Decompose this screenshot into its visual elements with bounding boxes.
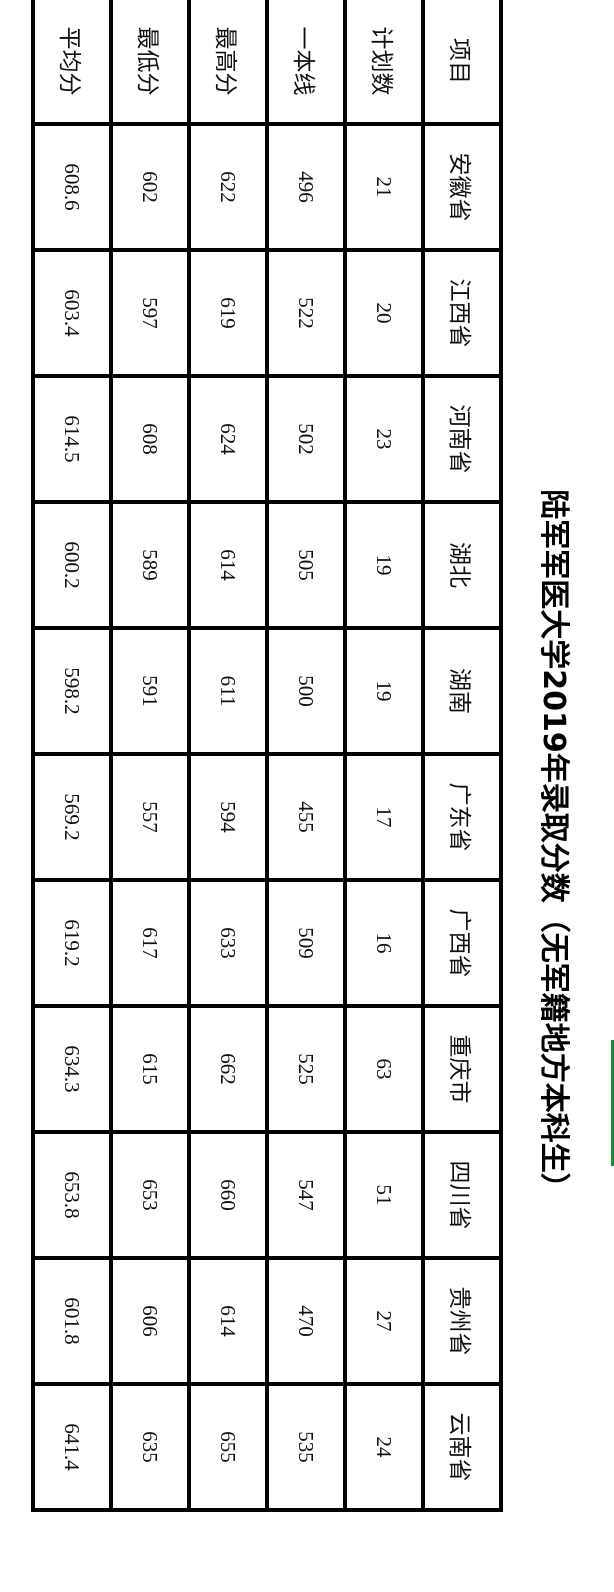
data-cell[interactable]: 614: [189, 1258, 267, 1384]
data-cell[interactable]: 608: [111, 376, 189, 502]
data-cell[interactable]: 27: [345, 1258, 423, 1384]
row-label-cell[interactable]: 平均分: [33, 0, 111, 124]
data-cell[interactable]: 522: [267, 250, 345, 376]
data-cell[interactable]: 24: [345, 1384, 423, 1510]
header-cell[interactable]: 项目: [423, 0, 501, 124]
data-cell[interactable]: 602: [111, 124, 189, 250]
header-row: 项目 安徽省 江西省 河南省 湖北 湖南 广东省 广西省 重庆市 四川省 贵州省 云南省: [423, 0, 501, 1510]
data-cell[interactable]: 653.8: [33, 1132, 111, 1258]
province-header-cell[interactable]: 安徽省: [423, 124, 501, 250]
data-cell[interactable]: 608.6: [33, 124, 111, 250]
table-row: 计划数 21 20 23 19 19 17 16 63 51 27 24: [345, 0, 423, 1510]
data-cell[interactable]: 619: [189, 250, 267, 376]
data-cell[interactable]: 606: [111, 1258, 189, 1384]
data-cell[interactable]: 594: [189, 754, 267, 880]
data-cell[interactable]: 505: [267, 502, 345, 628]
province-header-cell[interactable]: 广东省: [423, 754, 501, 880]
data-cell[interactable]: 502: [267, 376, 345, 502]
province-header-cell[interactable]: 河南省: [423, 376, 501, 502]
data-cell[interactable]: 19: [345, 502, 423, 628]
data-cell[interactable]: 611: [189, 628, 267, 754]
data-cell[interactable]: 655: [189, 1384, 267, 1510]
data-cell[interactable]: 614: [189, 502, 267, 628]
row-label-cell[interactable]: 最低分: [111, 0, 189, 124]
admission-scores-table: 项目 安徽省 江西省 河南省 湖北 湖南 广东省 广西省 重庆市 四川省 贵州省 云南省 计划数 21 20…: [31, 0, 503, 1512]
data-cell[interactable]: 496: [267, 124, 345, 250]
data-cell[interactable]: 622: [189, 124, 267, 250]
data-cell[interactable]: 19: [345, 628, 423, 754]
data-cell[interactable]: 598.2: [33, 628, 111, 754]
data-cell[interactable]: 600.2: [33, 502, 111, 628]
table-title: 陆军军医大学2019年录取分数（无军籍地方本科生）: [536, 489, 572, 1203]
data-cell[interactable]: 470: [267, 1258, 345, 1384]
data-cell[interactable]: 21: [345, 124, 423, 250]
data-cell[interactable]: 16: [345, 880, 423, 1006]
data-cell[interactable]: 509: [267, 880, 345, 1006]
data-cell[interactable]: 557: [111, 754, 189, 880]
data-cell[interactable]: 662: [189, 1006, 267, 1132]
province-header-cell[interactable]: 四川省: [423, 1132, 501, 1258]
row-label-cell[interactable]: 最高分: [189, 0, 267, 124]
data-cell[interactable]: 660: [189, 1132, 267, 1258]
data-cell[interactable]: 591: [111, 628, 189, 754]
row-label-cell[interactable]: 一本线: [267, 0, 345, 124]
data-cell[interactable]: 589: [111, 502, 189, 628]
data-cell[interactable]: 525: [267, 1006, 345, 1132]
data-cell[interactable]: 615: [111, 1006, 189, 1132]
province-header-cell[interactable]: 江西省: [423, 250, 501, 376]
table-row: 平均分 608.6 603.4 614.5 600.2 598.2 569.2 619.2 63…: [33, 0, 111, 1510]
province-header-cell[interactable]: 云南省: [423, 1384, 501, 1510]
table-row: 最低分 602 597 608 589 591 557 617 615 653 606 635: [111, 0, 189, 1510]
data-cell[interactable]: 634.3: [33, 1006, 111, 1132]
data-cell[interactable]: 500: [267, 628, 345, 754]
province-header-cell[interactable]: 湖北: [423, 502, 501, 628]
data-cell[interactable]: 535: [267, 1384, 345, 1510]
data-cell[interactable]: 51: [345, 1132, 423, 1258]
province-header-cell[interactable]: 重庆市: [423, 1006, 501, 1132]
data-cell[interactable]: 633: [189, 880, 267, 1006]
data-cell[interactable]: 601.8: [33, 1258, 111, 1384]
data-cell[interactable]: 597: [111, 250, 189, 376]
data-cell[interactable]: 614.5: [33, 376, 111, 502]
data-cell[interactable]: 569.2: [33, 754, 111, 880]
data-cell[interactable]: 603.4: [33, 250, 111, 376]
data-cell[interactable]: 63: [345, 1006, 423, 1132]
province-header-cell[interactable]: 贵州省: [423, 1258, 501, 1384]
data-cell[interactable]: 653: [111, 1132, 189, 1258]
data-cell[interactable]: 455: [267, 754, 345, 880]
data-cell[interactable]: 23: [345, 376, 423, 502]
data-cell[interactable]: 624: [189, 376, 267, 502]
data-cell[interactable]: 17: [345, 754, 423, 880]
data-cell[interactable]: 619.2: [33, 880, 111, 1006]
province-header-cell[interactable]: 湖南: [423, 628, 501, 754]
data-cell[interactable]: 547: [267, 1132, 345, 1258]
province-header-cell[interactable]: 广西省: [423, 880, 501, 1006]
row-label-cell[interactable]: 计划数: [345, 0, 423, 124]
data-cell[interactable]: 635: [111, 1384, 189, 1510]
table-row: 一本线 496 522 502 505 500 455 509 525 547 470 535: [267, 0, 345, 1510]
data-cell[interactable]: 641.4: [33, 1384, 111, 1510]
data-cell[interactable]: 20: [345, 250, 423, 376]
data-cell[interactable]: 617: [111, 880, 189, 1006]
table-row: 最高分 622 619 624 614 611 594 633 662 660 614 655: [189, 0, 267, 1510]
